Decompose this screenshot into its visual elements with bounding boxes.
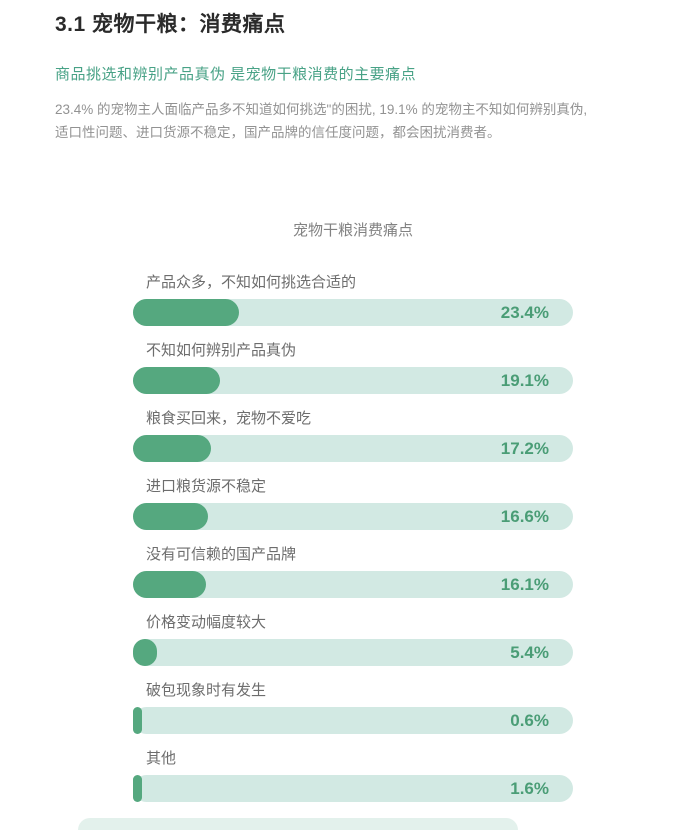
report-page: 3.1 宠物干粮：消费痛点 商品挑选和辨别产品真伪 是宠物干粮消费的主要痛点 2… [55,13,655,802]
bar-category-label: 进口粮货源不稳定 [146,478,267,495]
chart-row: 价格变动幅度较大 5.4% [133,614,573,666]
body-paragraph: 23.4% 的宠物主人面临产品多不知道如何挑选"的困扰, 19.1% 的宠物主不… [55,98,655,144]
bar-fill [133,639,158,666]
bar-track: 19.1% [133,367,573,394]
bar-category-label: 没有可信赖的国产品牌 [146,546,297,563]
bar-value-label: 19.1% [500,371,549,390]
bar-track: 5.4% [133,639,573,666]
bar-track: 16.6% [133,503,573,530]
bar-value-label: 0.6% [510,711,549,730]
bar-category-label: 价格变动幅度较大 [146,614,267,631]
body-line-1: 23.4% 的宠物主人面临产品多不知道如何挑选"的困扰, 19.1% 的宠物主不… [55,102,588,117]
bar-fill [133,435,212,462]
chart-row: 其他 1.6% [133,750,573,802]
bar-value-label: 23.4% [500,303,549,322]
bar-fill [133,367,220,394]
bar-category-label: 粮食买回来，宠物不爱吃 [146,410,312,427]
chart-row: 破包现象时有发生 0.6% [133,682,573,734]
bar-value-label: 16.6% [500,507,549,526]
bar-fill [133,571,207,598]
bar-value-label: 1.6% [510,779,549,798]
chart-row: 不知如何辨别产品真伪 19.1% [133,342,573,394]
chart-row: 进口粮货源不稳定 16.6% [133,478,573,530]
section-title: 3.1 宠物干粮：消费痛点 [55,13,286,36]
bar-category-label: 不知如何辨别产品真伪 [146,342,297,359]
bar-value-label: 17.2% [500,439,549,458]
bar-value-label: 16.1% [500,575,549,594]
bar-track: 1.6% [133,775,573,802]
bar-track: 0.6% [133,707,573,734]
bar-fill [133,707,142,734]
chart-row: 没有可信赖的国产品牌 16.1% [133,546,573,598]
bar-track: 17.2% [133,435,573,462]
body-line-2: 适口性问题、进口货源不稳定，国产品牌的信任度问题，都会困扰消费者。 [55,125,501,140]
bar-category-label: 其他 [146,750,177,767]
bar-value-label: 5.4% [510,643,549,662]
chart-row: 粮食买回来，宠物不爱吃 17.2% [133,410,573,462]
chart-row: 产品众多，不知如何挑选合适的 23.4% [133,274,573,326]
bar-track: 23.4% [133,299,573,326]
chart-title: 宠物干粮消费痛点 [292,222,413,239]
bar-fill [133,775,142,802]
bar-track: 16.1% [133,571,573,598]
bar-fill [133,503,209,530]
next-bar-cutoff [78,818,518,830]
bar-fill [133,299,240,326]
pain-points-bar-chart: 宠物干粮消费痛点 产品众多，不知如何挑选合适的 23.4% 不知如何辨别产品真伪… [133,222,573,802]
bar-category-label: 破包现象时有发生 [146,682,267,699]
section-subtitle: 商品挑选和辨别产品真伪 是宠物干粮消费的主要痛点 [55,66,417,83]
bar-category-label: 产品众多，不知如何挑选合适的 [146,274,357,291]
